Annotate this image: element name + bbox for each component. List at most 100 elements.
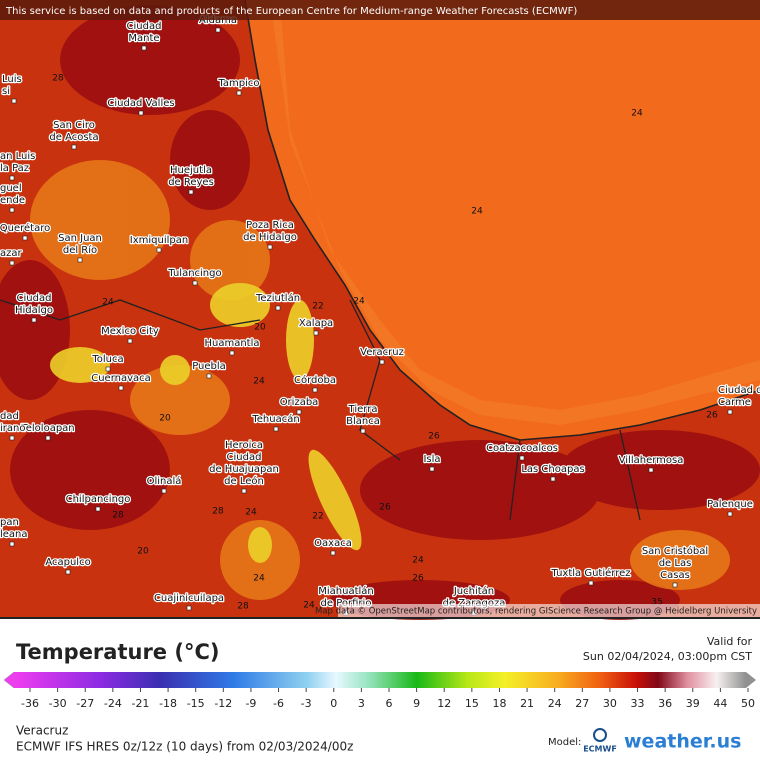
place-label: Acapulco xyxy=(45,557,90,568)
colorbar-tick-label: -6 xyxy=(273,697,284,710)
place-label: Villahermosa xyxy=(619,455,684,466)
place-label: Orizaba xyxy=(280,397,319,408)
place-dot xyxy=(45,435,51,441)
place-label: Mante xyxy=(128,33,159,44)
place-label: Chilpancingo xyxy=(66,494,131,505)
place-label: Ixmiquilpan xyxy=(130,235,188,246)
colorbar-tick-label: -24 xyxy=(104,697,122,710)
colorbar-tick-label: 0 xyxy=(330,697,337,710)
place-dot xyxy=(127,338,133,344)
place-dot xyxy=(192,280,198,286)
place-dot xyxy=(215,27,221,33)
colorbar-tick-label: -21 xyxy=(131,697,149,710)
place-label: Las Choapas xyxy=(521,464,584,475)
place-dot xyxy=(379,359,385,365)
contour-label: 28 xyxy=(237,602,249,612)
place-label: Tulancingo xyxy=(167,268,221,279)
place-dot xyxy=(9,541,15,547)
colorbar-tick-label: 33 xyxy=(631,697,645,710)
place-dot xyxy=(31,317,37,323)
model-label: Model: xyxy=(548,737,581,748)
place-dot xyxy=(105,366,111,372)
contour-label: 24 xyxy=(253,377,265,387)
contour-label: 20 xyxy=(159,414,171,424)
contour-label: 28 xyxy=(112,511,124,521)
brand: weather.us xyxy=(624,731,741,753)
contour-label: 22 xyxy=(312,512,323,522)
contour-label: 24 xyxy=(253,574,265,584)
coastal-band xyxy=(270,0,760,425)
place-label: Córdoba xyxy=(294,374,336,386)
place-dot xyxy=(296,409,302,415)
contour-label: 24 xyxy=(102,298,114,308)
place-label: Cuajinicuilapa xyxy=(154,593,224,604)
place-label: Cuernavaca xyxy=(91,373,151,384)
ecmwf-logo xyxy=(593,728,607,742)
colorbar-tick-label: -30 xyxy=(49,697,67,710)
colorbar-low-end xyxy=(3,671,15,689)
place-label: San Cristóbal xyxy=(642,545,708,557)
place-label: Palenque xyxy=(707,499,753,510)
place-dot xyxy=(186,605,192,611)
place-label: Miahuatlán xyxy=(318,585,374,597)
place-label: dad xyxy=(0,411,19,422)
place-dot xyxy=(188,189,194,195)
place-label: Ciudad Valles xyxy=(107,98,174,109)
place-dot xyxy=(727,409,733,415)
state-borders xyxy=(0,299,641,521)
place-label: Teziutlán xyxy=(255,292,300,304)
contour-label: 24 xyxy=(412,556,424,566)
place-label: Poza Rica xyxy=(246,220,294,231)
place-dot xyxy=(550,476,556,482)
place-label: de Reyes xyxy=(168,177,214,188)
hot-zones xyxy=(0,5,760,620)
place-label: Blanca xyxy=(346,416,380,427)
place-label: Huamantla xyxy=(204,338,259,349)
place-dot xyxy=(11,98,17,104)
place-dot xyxy=(141,45,147,51)
place-dot xyxy=(648,467,654,473)
place-dot xyxy=(360,428,366,434)
place-label: guel xyxy=(0,183,22,194)
place-label: Coatzacoalcos xyxy=(486,443,558,454)
place-label: an Luis xyxy=(0,151,35,162)
place-dot xyxy=(9,207,15,213)
place-dot xyxy=(9,175,15,181)
place-label: irano xyxy=(0,423,25,434)
contour-label: 22 xyxy=(312,302,323,312)
attribution: Map data © OpenStreetMap contributors, r… xyxy=(315,607,757,617)
place-label: Xalapa xyxy=(299,318,333,329)
contour-label: 35 xyxy=(651,598,662,608)
colorbar-tick-label: 18 xyxy=(492,697,506,710)
place-label: la Paz xyxy=(0,163,29,174)
place-dot xyxy=(9,260,15,266)
place-dot xyxy=(65,569,71,575)
place-label: San Ciro xyxy=(53,120,95,131)
colorbar-tick-label: -12 xyxy=(214,697,232,710)
place-label: de Acosta xyxy=(49,132,98,143)
contour-label: 24 xyxy=(303,601,315,611)
place-dot xyxy=(9,435,15,441)
colorbar-tick-label: -15 xyxy=(187,697,205,710)
contour-label: 24 xyxy=(353,297,365,307)
place-label: de Las xyxy=(659,558,692,569)
colorbar-tick-label: -27 xyxy=(76,697,94,710)
colorbar-tick-label: 12 xyxy=(437,697,451,710)
place-dot xyxy=(241,488,247,494)
place-label: pan xyxy=(0,517,19,528)
place-label: Ciudad d xyxy=(718,385,760,396)
place-label: Toluca xyxy=(91,354,123,365)
place-dot xyxy=(429,466,435,472)
region: Veracruz xyxy=(16,724,68,738)
place-label: Ciudad xyxy=(227,452,262,463)
contour-label: 28 xyxy=(212,507,224,517)
place-label: Olinalá xyxy=(147,475,182,487)
notice-bar xyxy=(0,0,760,20)
place-label: Puebla xyxy=(192,361,226,372)
place-label: Huejutla xyxy=(170,165,212,176)
sea xyxy=(245,0,760,440)
place-dot xyxy=(206,373,212,379)
coastline xyxy=(244,0,760,441)
place-label: azar xyxy=(0,248,23,259)
